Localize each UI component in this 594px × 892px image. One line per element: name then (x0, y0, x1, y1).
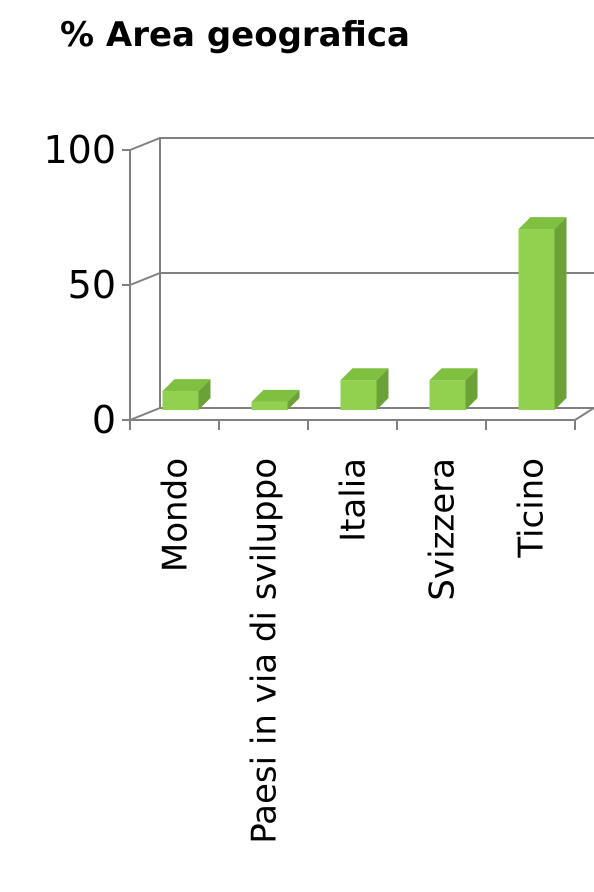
x-tick-label: Italia (334, 458, 374, 542)
bar (518, 217, 567, 410)
bar-top (518, 217, 567, 230)
bar-front (340, 380, 377, 410)
x-tick-label: Svizzera (423, 458, 463, 601)
bar (429, 368, 478, 410)
y-tick-label: 0 (92, 398, 116, 442)
axis-layer (122, 149, 594, 430)
x-tick-label: Ticino (512, 458, 552, 559)
bar-front (429, 380, 466, 410)
bar-top (162, 379, 211, 392)
bar-side (465, 368, 478, 410)
bar-side (287, 389, 300, 410)
bar-top (340, 368, 389, 381)
bar-side (376, 368, 389, 410)
bar-front (251, 401, 288, 410)
x-tick-label: Paesi in via di sviluppo (245, 458, 285, 844)
label-layer: 0 50 100 Mondo Paesi in via di sviluppo Itali… (43, 128, 551, 844)
y-tick-label: 50 (68, 263, 116, 307)
bar-layer (162, 217, 567, 410)
bar (162, 379, 211, 410)
bar-side (198, 379, 211, 410)
bar (340, 368, 389, 410)
gridline (129, 272, 594, 286)
bar-front (162, 391, 199, 410)
chart-title: % Area geografica (60, 15, 410, 55)
x-tick-label: Mondo (156, 458, 196, 572)
bar-top (251, 389, 300, 402)
bar-top (429, 368, 478, 381)
bar (251, 389, 300, 410)
bar-side (554, 217, 567, 410)
bar-front (518, 229, 555, 410)
gridline (129, 137, 594, 151)
y-tick-label: 100 (43, 128, 116, 172)
